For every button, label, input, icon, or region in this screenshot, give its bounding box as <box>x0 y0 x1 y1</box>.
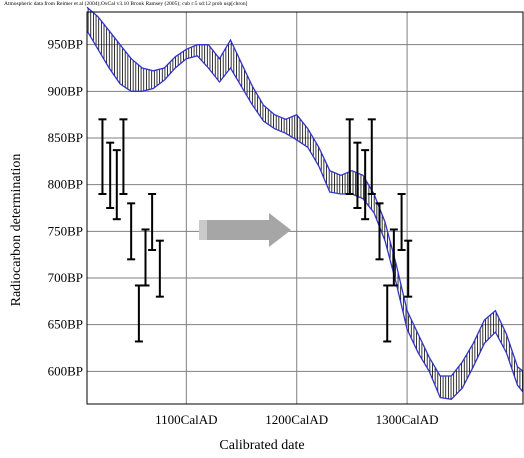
y-tick-label: 650BP <box>48 317 83 332</box>
y-tick-label: 750BP <box>48 223 83 238</box>
x-tick-label: 1100CalAD <box>155 412 217 427</box>
x-axis-label: Calibrated date <box>219 438 305 453</box>
calibration-lower-line <box>86 30 524 400</box>
x-tick-label: 1300CalAD <box>376 412 439 427</box>
y-tick-label: 950BP <box>48 37 83 52</box>
plot-frame <box>86 11 524 405</box>
y-tick-label: 700BP <box>48 270 83 285</box>
y-tick-label: 800BP <box>48 177 83 192</box>
x-tick-label: 1200CalAD <box>265 412 328 427</box>
attribution-text: Atmospheric data from Reimer et al (2004… <box>4 1 248 7</box>
y-axis-label: Radiocarbon determination <box>9 153 24 307</box>
y-tick-label: 850BP <box>48 130 83 145</box>
calibration-upper-line <box>86 6 524 377</box>
arrow-shape <box>199 213 291 247</box>
y-tick-label: 900BP <box>48 83 83 98</box>
y-tick-label: 600BP <box>48 363 83 378</box>
